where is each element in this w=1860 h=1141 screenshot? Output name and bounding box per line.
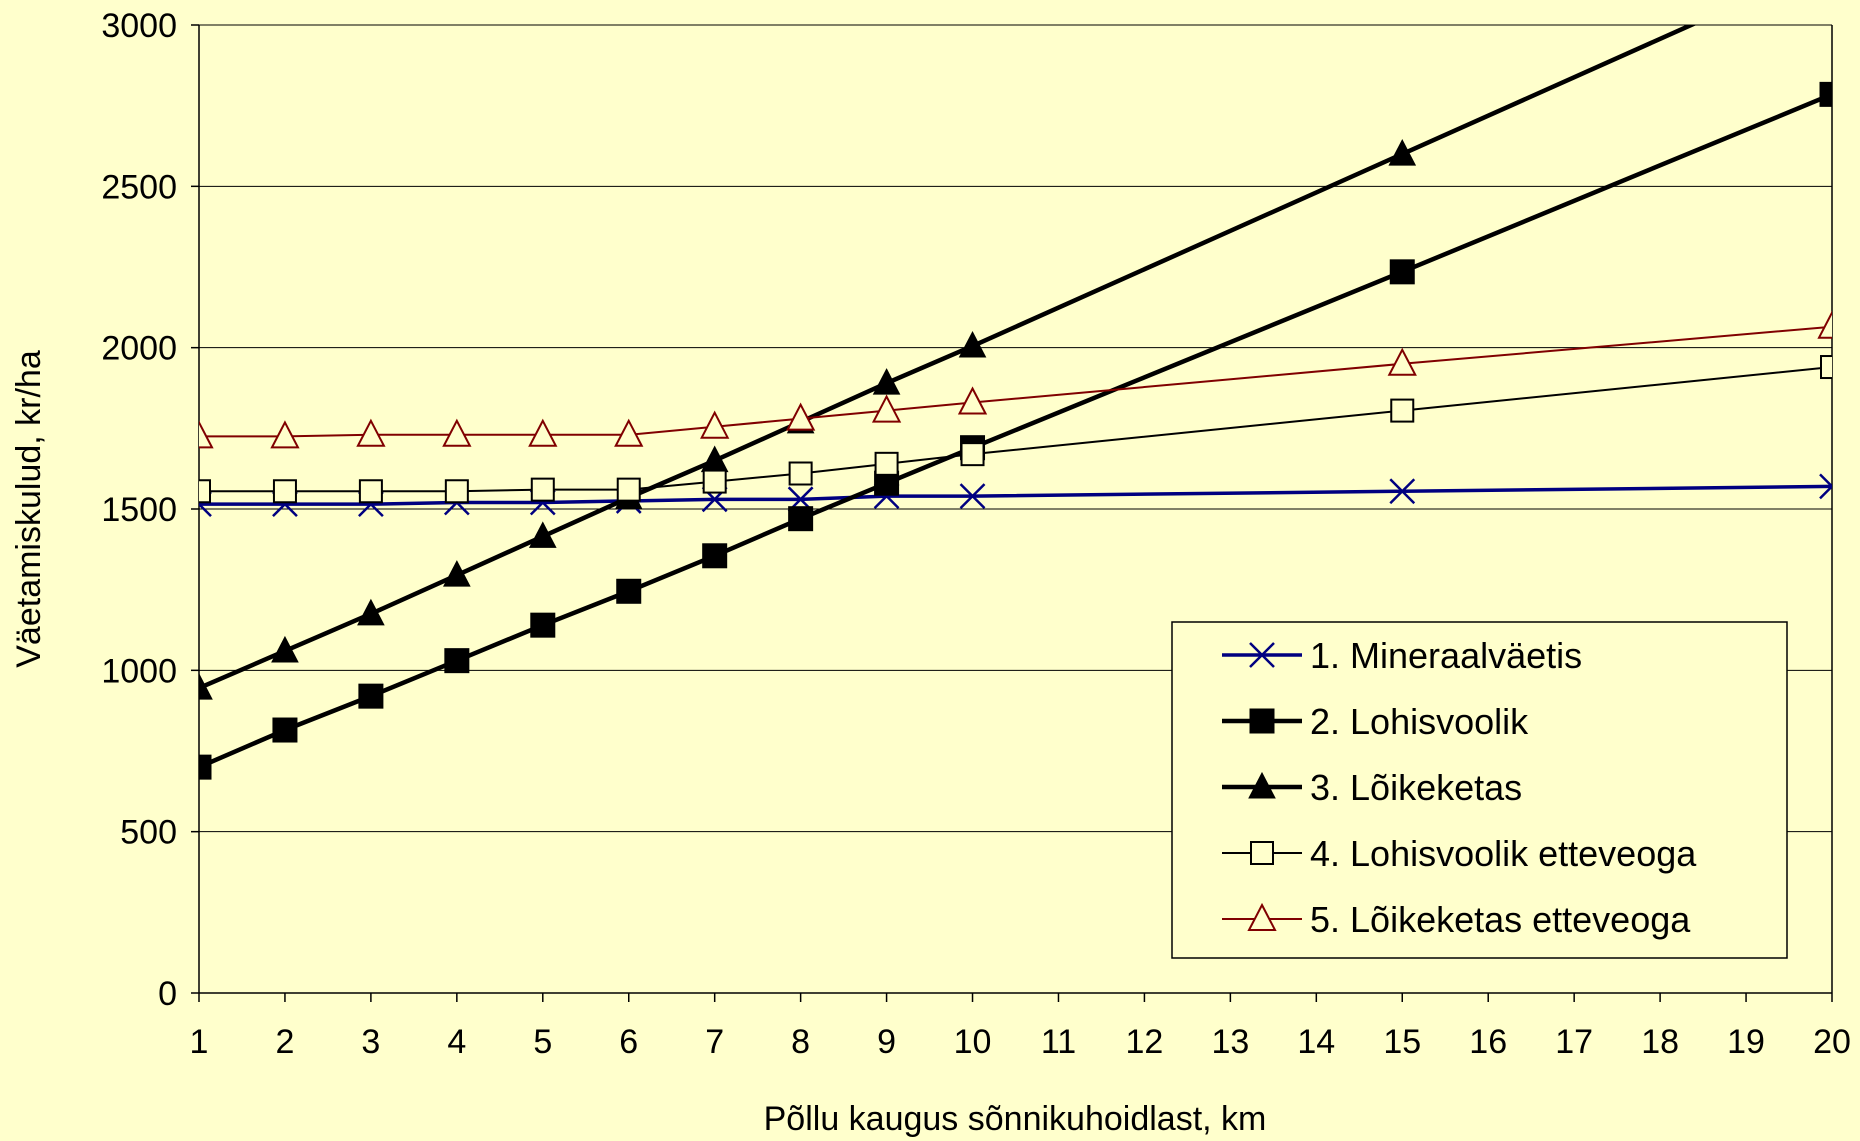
x-tick-label-6: 7	[705, 1023, 724, 1061]
x-tick-label-0: 1	[190, 1023, 209, 1061]
series-layer	[199, 25, 1832, 780]
y-tick-label-4: 2000	[101, 330, 177, 368]
series-1-point-10	[1389, 478, 1416, 505]
y-tick-label-2: 1000	[101, 652, 177, 690]
series-1-line	[199, 484, 1832, 506]
x-tick-label-1: 2	[275, 1023, 294, 1061]
x-tick-label-5: 6	[619, 1023, 638, 1061]
legend-label-4: 4. Lohisvoolik etteveoga	[1310, 833, 1697, 874]
x-tick-label-9: 10	[954, 1023, 992, 1061]
series-3-point-9	[958, 330, 987, 358]
x-tick-label-13: 14	[1297, 1023, 1335, 1061]
legend-box	[1171, 621, 1788, 959]
series-5-point-6	[700, 410, 730, 439]
legend-label-3: 3. Lõikeketas	[1310, 767, 1522, 808]
series-5	[199, 310, 1832, 449]
y-tick-label-6: 3000	[101, 7, 177, 45]
series-3-point-2	[357, 598, 385, 626]
series-2-point-3	[444, 648, 470, 674]
y-tick-label-0: 0	[158, 975, 177, 1013]
series-2-point-2	[358, 683, 384, 709]
series-5-point-7	[785, 402, 816, 431]
y-axis-title: Väetamiskulud, kr/ha	[10, 350, 48, 668]
legend-marker-2	[1249, 708, 1275, 734]
y-tick-label-5: 2500	[101, 168, 177, 206]
series-4-point-11	[1820, 355, 1832, 380]
series-4-point-2	[358, 479, 383, 504]
series-4-point-1	[272, 479, 297, 504]
series-3-point-8	[872, 368, 901, 395]
axes	[191, 24, 1833, 1002]
x-tick-label-3: 4	[447, 1023, 466, 1061]
legend: 1. Mineraalväetis 2. Lohisvoolik 3. Lõikek…	[1171, 621, 1788, 959]
series-5-point-3	[442, 418, 472, 447]
x-tick-label-12: 13	[1211, 1023, 1249, 1061]
series-4-point-9	[960, 442, 985, 467]
series-5-point-2	[356, 418, 386, 447]
x-tick-label-16: 17	[1555, 1023, 1593, 1061]
series-5-point-11	[1817, 310, 1832, 339]
series-4-point-8	[874, 451, 899, 476]
series-2-point-10	[1389, 259, 1415, 285]
x-tick-label-18: 19	[1727, 1023, 1765, 1061]
x-axis-title: Põllu kaugus sõnnikuhoidlast, km	[764, 1100, 1267, 1138]
series-4	[199, 355, 1832, 504]
series-5-point-10	[1387, 347, 1417, 376]
series-3-point-4	[528, 521, 557, 548]
series-1-point-9	[959, 483, 986, 509]
series-4-point-3	[444, 479, 469, 504]
legend-label-5: 5. Lõikeketas etteveoga	[1310, 899, 1691, 940]
series-5-point-9	[957, 386, 988, 415]
series-2-point-7	[788, 506, 814, 532]
x-tick-label-8: 9	[877, 1023, 896, 1061]
gridlines	[199, 24, 1832, 833]
x-tick-label-10: 11	[1041, 1023, 1076, 1061]
x-tick-label-14: 15	[1383, 1023, 1421, 1061]
y-tick-label-3: 1500	[101, 491, 177, 529]
legend-marker-1	[1249, 642, 1275, 668]
x-tick-label-2: 3	[361, 1023, 380, 1061]
x-tick-label-7: 8	[791, 1023, 810, 1061]
x-tick-label-4: 5	[533, 1023, 552, 1061]
series-1-point-11	[1819, 473, 1832, 500]
legend-label-2: 2. Lohisvoolik	[1310, 701, 1529, 742]
series-4-point-5	[616, 477, 641, 502]
series-5-line	[199, 325, 1832, 438]
series-4-point-10	[1390, 398, 1415, 423]
series-5-point-1	[270, 420, 300, 449]
series-3-point-10	[1388, 138, 1417, 166]
series-3-point-0	[199, 672, 213, 700]
series-2-point-0	[199, 754, 212, 780]
series-4-line	[199, 366, 1832, 493]
series-4-point-7	[788, 461, 813, 486]
x-tick-label-17: 18	[1641, 1023, 1679, 1061]
series-4-point-4	[530, 477, 555, 502]
series-4-point-6	[702, 469, 727, 494]
series-3	[199, 25, 1697, 700]
series-2-point-11	[1819, 81, 1832, 107]
series-2-point-5	[616, 578, 642, 604]
series-2-line	[199, 92, 1832, 770]
series-2-point-4	[530, 612, 556, 638]
series-2-point-6	[702, 543, 728, 569]
legend-marker-5	[1247, 902, 1277, 931]
x-tick-label-11: 12	[1126, 1023, 1164, 1061]
series-5-point-5	[614, 418, 644, 447]
series-5-point-0	[199, 420, 214, 449]
x-tick-label-15: 16	[1469, 1023, 1507, 1061]
series-5-point-8	[871, 394, 902, 423]
legend-label-1: 1. Mineraalväetis	[1310, 635, 1582, 676]
y-tick-label-1: 500	[120, 814, 177, 852]
series-5-point-4	[528, 418, 558, 447]
legend-marker-3	[1248, 771, 1276, 799]
legend-marker-4	[1250, 841, 1274, 865]
series-3-point-1	[271, 635, 299, 663]
x-tick-label-19: 20	[1813, 1023, 1851, 1061]
series-3-point-3	[443, 560, 471, 587]
series-2-point-1	[272, 717, 298, 743]
series-4-point-0	[199, 479, 211, 504]
series-3-line	[199, 25, 1697, 691]
